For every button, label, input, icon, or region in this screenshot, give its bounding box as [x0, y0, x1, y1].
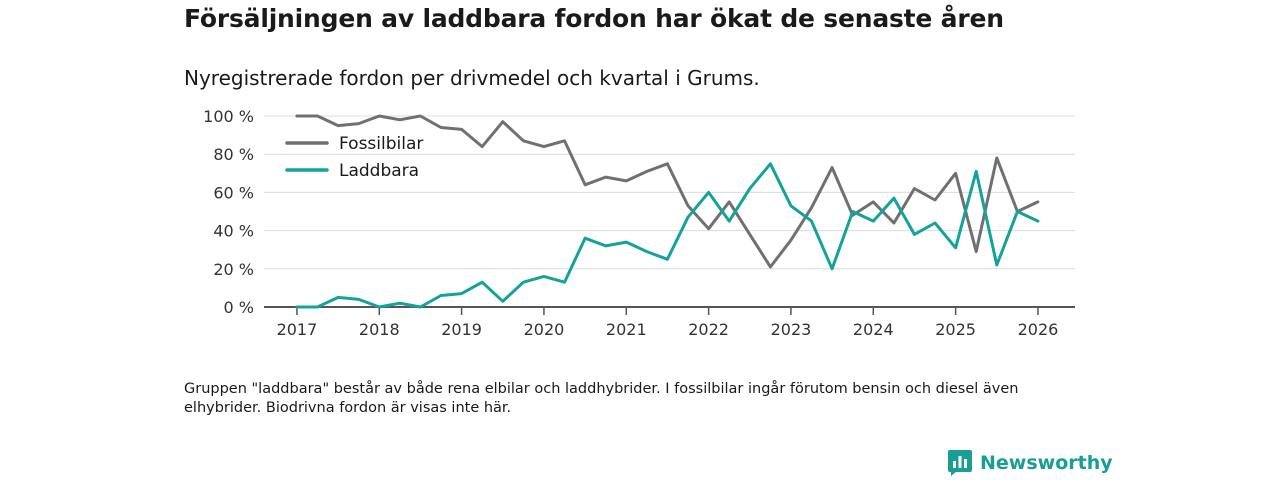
x-tick-label: 2024 [853, 320, 894, 339]
series-line-laddbara [295, 162, 1040, 309]
legend-label: Laddbara [339, 161, 419, 181]
series-lines [295, 114, 1040, 309]
y-tick-label: 40 % [213, 222, 254, 241]
x-tick-label: 2021 [606, 320, 647, 339]
y-tick-label: 20 % [213, 260, 254, 279]
legend: Fossilbilar Laddbara [285, 134, 423, 181]
y-axis-tick-labels: 0 % 20 % 40 % 60 % 80 % 100 % [203, 107, 254, 317]
brand-name: Newsworthy [980, 452, 1113, 474]
legend-label: Fossilbilar [339, 134, 423, 154]
x-tick-label: 2023 [771, 320, 812, 339]
newsworthy-logo-icon [948, 450, 972, 476]
x-tick-label: 2018 [359, 320, 400, 339]
x-tick-label: 2025 [935, 320, 976, 339]
brand-logo: Newsworthy [948, 450, 1113, 476]
series-line-fossilbilar [295, 114, 1040, 269]
x-tick-label: 2019 [441, 320, 482, 339]
x-tick-label: 2020 [524, 320, 565, 339]
y-tick-label: 100 % [203, 107, 254, 126]
y-tick-label: 0 % [224, 298, 254, 317]
y-tick-label: 80 % [213, 145, 254, 164]
footnote: Gruppen "laddbara" består av både rena e… [184, 381, 1019, 416]
y-tick-label: 60 % [213, 183, 254, 202]
x-axis: 2017 2018 2019 2020 2021 2022 2023 2024 2025 2026 [264, 306, 1075, 339]
x-tick-label: 2026 [1018, 320, 1059, 339]
x-tick-label: 2017 [277, 320, 318, 339]
chart-title: Försäljningen av laddbara fordon har öka… [184, 4, 1004, 33]
x-tick-label: 2022 [688, 320, 729, 339]
chart-subtitle: Nyregistrerade fordon per drivmedel och … [184, 66, 760, 90]
